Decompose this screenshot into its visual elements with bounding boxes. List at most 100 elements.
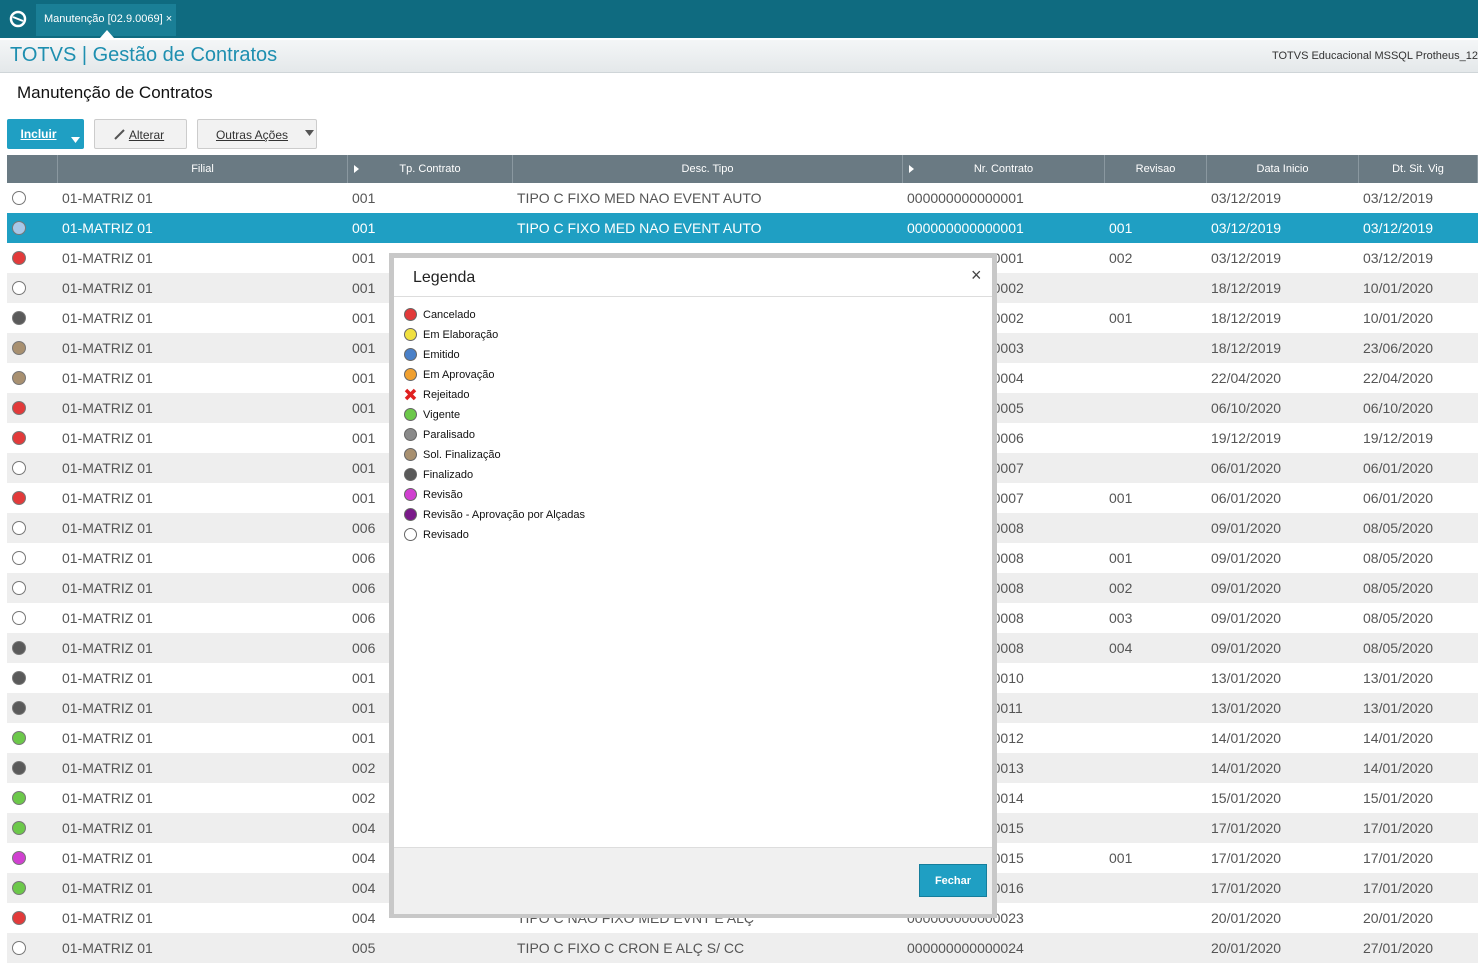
cell: 03/12/2019 <box>1363 190 1434 206</box>
cell: 01-MATRIZ 01 <box>62 670 153 686</box>
cell: 17/01/2020 <box>1363 880 1434 896</box>
legend-item: Sol. Finalização <box>404 445 501 465</box>
cell: 01-MATRIZ 01 <box>62 460 153 476</box>
cell: 01-MATRIZ 01 <box>62 850 153 866</box>
cell: 004 <box>352 820 376 836</box>
legend-label: Cancelado <box>423 309 476 321</box>
column-header[interactable]: Tp. Contrato <box>348 155 513 183</box>
legend-item: Finalizado <box>404 465 473 485</box>
dialog-close[interactable]: × <box>971 265 982 285</box>
cell: 14/01/2020 <box>1363 730 1434 746</box>
column-header[interactable]: Desc. Tipo <box>513 155 903 183</box>
cell: 001 <box>1109 490 1133 506</box>
cell: 01-MATRIZ 01 <box>62 730 153 746</box>
button-outras-acoes[interactable]: Outras Ações <box>197 119 317 149</box>
legend-dot <box>404 488 417 501</box>
status-dot <box>12 731 26 745</box>
column-header[interactable]: Dt. Sit. Vig <box>1359 155 1478 183</box>
cell: 001 <box>1109 850 1133 866</box>
cell: 004 <box>352 910 376 926</box>
cell: 01-MATRIZ 01 <box>62 190 153 206</box>
status-dot <box>12 371 26 385</box>
column-header[interactable]: Filial <box>58 155 348 183</box>
legend-dot <box>404 428 417 441</box>
dropdown-arrow <box>305 130 314 136</box>
legend-item: Paralisado <box>404 425 475 445</box>
cell: 17/01/2020 <box>1211 820 1282 836</box>
cell: 001 <box>352 460 376 476</box>
cell: 18/12/2019 <box>1211 310 1282 326</box>
legend-item: Revisão <box>404 485 463 505</box>
cell: TIPO C FIXO MED NAO EVENT AUTO <box>517 220 762 236</box>
table-row[interactable]: 01-MATRIZ 01 005 TIPO C FIXO C CRON E ALÇ … <box>7 933 1478 963</box>
status-dot <box>12 581 26 595</box>
button-fechar[interactable]: Fechar <box>919 864 987 897</box>
cell: 09/01/2020 <box>1211 580 1282 596</box>
selected-row[interactable]: 01-MATRIZ 01 001 TIPO C FIXO MED NAO EVENT… <box>7 213 1478 243</box>
legend-item: Emitido <box>404 345 460 365</box>
cell: 14/01/2020 <box>1363 760 1434 776</box>
status-dot <box>12 521 26 535</box>
cell: 08/05/2020 <box>1363 520 1434 536</box>
cell: 03/12/2019 <box>1211 250 1282 266</box>
cell: 01-MATRIZ 01 <box>62 400 153 416</box>
cell: 01-MATRIZ 01 <box>62 250 153 266</box>
status-dot <box>12 341 26 355</box>
cell: 005 <box>352 940 376 956</box>
cell: 13/01/2020 <box>1363 670 1434 686</box>
cell: 19/12/2019 <box>1363 430 1434 446</box>
cell: 13/01/2020 <box>1363 700 1434 716</box>
legend-dialog <box>394 258 992 913</box>
status-dot <box>12 551 26 565</box>
app-title: TOTVS | Gestão de Contratos <box>10 44 278 66</box>
cell: 001 <box>352 310 376 326</box>
cell: 004 <box>352 880 376 896</box>
cell: 06/10/2020 <box>1211 400 1282 416</box>
pencil-icon <box>114 129 125 140</box>
column-header[interactable]: Nr. Contrato <box>903 155 1105 183</box>
column-header[interactable]: Data Inicio <box>1207 155 1359 183</box>
cell: 001 <box>352 370 376 386</box>
button-incluir[interactable]: Incluir <box>7 119 84 149</box>
cell: 001 <box>1109 550 1133 566</box>
cell: 01-MATRIZ 01 <box>62 340 153 356</box>
cell: 01-MATRIZ 01 <box>62 820 153 836</box>
legend-item: Vigente <box>404 405 460 425</box>
dropdown-arrow <box>71 137 80 143</box>
x-icon <box>404 388 417 401</box>
status-dot <box>12 191 26 205</box>
tab-close[interactable]: × <box>165 13 173 25</box>
cell: TIPO C FIXO C CRON E ALÇ S/ CC <box>517 940 745 956</box>
table-row[interactable]: 01-MATRIZ 01 001 TIPO C FIXO MED NAO EVENT… <box>7 183 1478 213</box>
cell: 20/01/2020 <box>1363 910 1434 926</box>
legend-label: Revisão - Aprovação por Alçadas <box>423 509 586 521</box>
legend-item: Em Aprovação <box>404 365 495 385</box>
cell: 004 <box>352 850 376 866</box>
legend-icon <box>404 388 417 401</box>
status-dot <box>12 401 26 415</box>
cell: 006 <box>352 640 376 656</box>
legend-item: Revisão - Aprovação por Alçadas <box>404 505 585 525</box>
button-alterar[interactable]: Alterar <box>94 119 187 149</box>
legend-label: Sol. Finalização <box>423 449 501 461</box>
legend-dot <box>404 468 417 481</box>
legend-dot <box>404 448 417 461</box>
legend-item: Revisado <box>404 525 469 545</box>
column-header[interactable]: Revisao <box>1105 155 1207 183</box>
cell: 17/01/2020 <box>1211 850 1282 866</box>
cell: 001 <box>352 670 376 686</box>
cell: TIPO C FIXO MED NAO EVENT AUTO <box>517 190 762 206</box>
cell: 20/01/2020 <box>1211 940 1282 956</box>
cell: 01-MATRIZ 01 <box>62 580 153 596</box>
cell: 01-MATRIZ 01 <box>62 520 153 536</box>
cell: 06/01/2020 <box>1363 460 1434 476</box>
status-dot <box>12 701 26 715</box>
status-dot <box>12 941 26 955</box>
header-cell <box>7 155 58 183</box>
page-title: Manutenção de Contratos <box>17 83 213 102</box>
cell: 002 <box>352 790 376 806</box>
legend-label: Finalizado <box>423 469 474 481</box>
tab[interactable]: Manutenção [02.9.0069] × <box>36 4 176 36</box>
cell: 06/10/2020 <box>1363 400 1434 416</box>
